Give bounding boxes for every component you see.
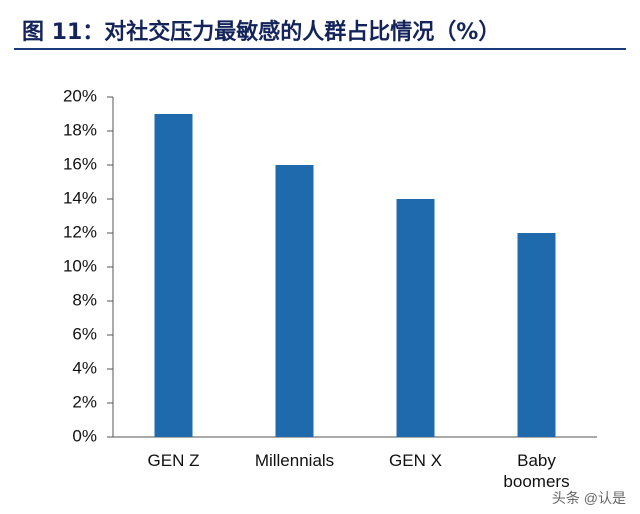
x-tick-label: Baby boomers xyxy=(503,451,570,491)
x-tick-label: GEN Z xyxy=(147,451,200,470)
bar xyxy=(517,233,556,437)
y-tick-label: 2% xyxy=(72,392,97,411)
watermark: 头条 @认是 xyxy=(551,490,626,506)
bar xyxy=(396,199,435,437)
y-tick-label: 12% xyxy=(63,222,97,241)
y-tick-label: 18% xyxy=(63,120,97,139)
chart-title: 图 11：对社交压力最敏感的人群占比情况（%） xyxy=(22,20,501,45)
y-tick-label: 14% xyxy=(63,188,97,207)
y-tick-label: 0% xyxy=(72,426,97,445)
bar xyxy=(275,165,314,437)
bar xyxy=(154,114,193,437)
y-tick-label: 4% xyxy=(72,358,97,377)
y-tick-label: 16% xyxy=(63,154,97,173)
y-tick-label: 6% xyxy=(72,324,97,343)
y-tick-label: 20% xyxy=(63,86,97,105)
x-tick-label: GEN X xyxy=(389,451,442,470)
y-tick-label: 8% xyxy=(72,290,97,309)
y-tick-label: 10% xyxy=(63,256,97,275)
x-tick-label: Millennials xyxy=(254,451,335,470)
